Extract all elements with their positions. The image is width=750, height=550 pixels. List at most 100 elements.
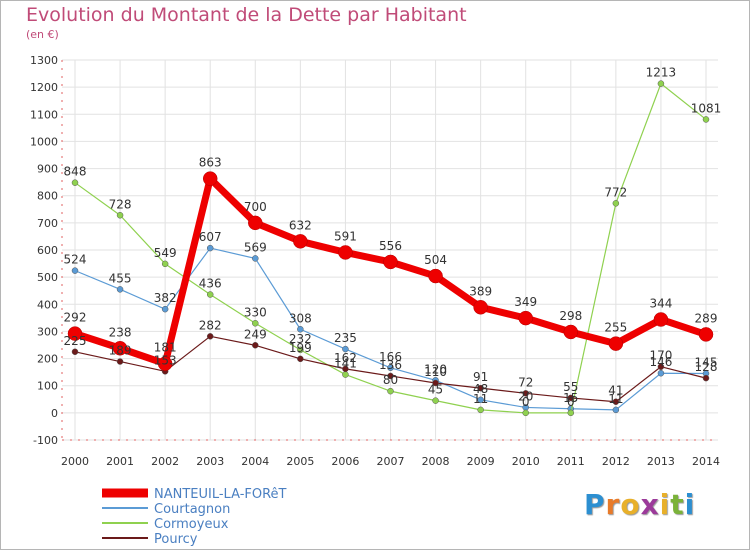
y-tick-label: 600	[37, 244, 58, 257]
data-label-0: 255	[604, 321, 627, 335]
data-point-2	[116, 212, 124, 219]
x-tick-label: 2011	[557, 455, 585, 468]
data-label-2: 728	[109, 197, 132, 211]
data-label-1: 235	[334, 331, 357, 345]
data-label-2: 549	[154, 246, 177, 260]
data-point-1	[612, 406, 620, 414]
data-point-1	[252, 255, 259, 262]
data-point-3	[612, 398, 620, 405]
data-label-0: 591	[334, 229, 357, 243]
data-point-3	[116, 358, 124, 365]
x-tick-label: 2000	[61, 455, 89, 468]
data-label-0: 556	[379, 239, 402, 253]
data-point-3	[71, 348, 79, 356]
logo-letter: P	[584, 488, 606, 521]
data-point-2	[522, 409, 529, 417]
data-label-3: 41	[608, 384, 623, 398]
logo-letter: o	[620, 488, 641, 521]
data-label-1: 11	[608, 392, 623, 406]
data-point-3	[387, 372, 394, 380]
data-point-3	[657, 363, 665, 370]
data-point-1	[657, 369, 665, 377]
data-label-2: 848	[64, 165, 87, 179]
data-label-1: 382	[154, 291, 177, 305]
data-label-3: 225	[64, 334, 87, 348]
data-label-0: 504	[424, 253, 447, 267]
data-point-2	[612, 200, 620, 207]
chart-title: Evolution du Montant de la Dette par Hab…	[26, 4, 467, 26]
y-tick-label: 900	[37, 163, 58, 176]
data-label-3: 110	[424, 365, 447, 379]
data-label-2: 232	[289, 332, 312, 346]
x-tick-label: 2004	[241, 455, 269, 468]
legend-label: Pourcy	[154, 532, 198, 547]
data-label-3: 128	[695, 360, 718, 374]
data-label-0: 632	[289, 218, 312, 232]
data-label-3: 162	[334, 351, 357, 365]
y-tick-label: -100	[33, 434, 58, 447]
data-point-3	[432, 379, 439, 387]
data-label-1: 166	[379, 350, 402, 364]
data-point-0	[518, 310, 533, 326]
y-tick-label: 0	[51, 407, 58, 420]
y-tick-label: 1300	[30, 54, 58, 67]
data-label-0: 289	[695, 311, 718, 325]
data-point-3	[342, 365, 349, 373]
data-point-2	[297, 346, 304, 354]
data-point-3	[702, 374, 710, 382]
data-point-2	[252, 320, 259, 327]
data-point-1	[116, 286, 124, 293]
data-label-1: 524	[64, 253, 87, 267]
y-tick-label: 1200	[30, 81, 58, 94]
x-tick-label: 2008	[422, 455, 450, 468]
x-tick-label: 2012	[602, 455, 630, 468]
data-point-2	[432, 397, 439, 404]
data-label-3: 136	[379, 358, 402, 372]
data-label-0: 238	[109, 325, 132, 339]
data-point-0	[563, 324, 579, 340]
data-label-3: 91	[473, 370, 488, 384]
y-tick-label: 400	[37, 298, 58, 311]
data-point-0	[248, 215, 263, 231]
data-label-3: 189	[109, 344, 132, 358]
data-point-2	[702, 116, 710, 123]
data-point-0	[157, 356, 173, 371]
legend-label: Courtagnon	[154, 502, 230, 517]
x-tick-label: 2007	[377, 455, 405, 468]
data-label-2: 0	[522, 395, 530, 409]
data-point-3	[297, 355, 304, 363]
data-point-0	[293, 234, 308, 249]
data-label-1: 20	[518, 389, 533, 403]
y-tick-label: 1000	[30, 135, 58, 148]
data-label-0: 863	[199, 156, 222, 170]
data-label-0: 292	[64, 311, 87, 325]
data-point-0	[202, 171, 218, 186]
y-tick-label: 1100	[30, 108, 58, 121]
data-label-2: 1081	[691, 101, 722, 115]
data-point-2	[657, 80, 665, 87]
data-point-0	[653, 312, 669, 327]
data-point-1	[161, 305, 169, 313]
data-label-0: 298	[559, 309, 582, 323]
data-point-2	[342, 371, 349, 378]
y-tick-label: 200	[37, 353, 58, 366]
data-label-3: 153	[154, 353, 177, 367]
data-label-1: 569	[244, 240, 267, 254]
data-point-2	[206, 291, 214, 298]
data-label-3: 282	[199, 318, 222, 332]
data-label-2: 80	[383, 373, 398, 387]
y-tick-label: 800	[37, 190, 58, 203]
data-label-3: 249	[244, 327, 267, 341]
data-point-0	[67, 326, 83, 341]
x-tick-label: 2009	[467, 455, 495, 468]
logo-letter: t	[670, 488, 685, 521]
data-label-3: 55	[563, 380, 578, 394]
logo-letter: i	[684, 488, 696, 521]
data-label-1: 455	[109, 271, 132, 285]
x-tick-label: 2010	[512, 455, 540, 468]
data-label-0: 181	[154, 341, 177, 355]
y-tick-label: 100	[37, 380, 58, 393]
data-point-0	[383, 254, 398, 270]
y-tick-label: 700	[37, 217, 58, 230]
data-point-3	[206, 333, 214, 340]
